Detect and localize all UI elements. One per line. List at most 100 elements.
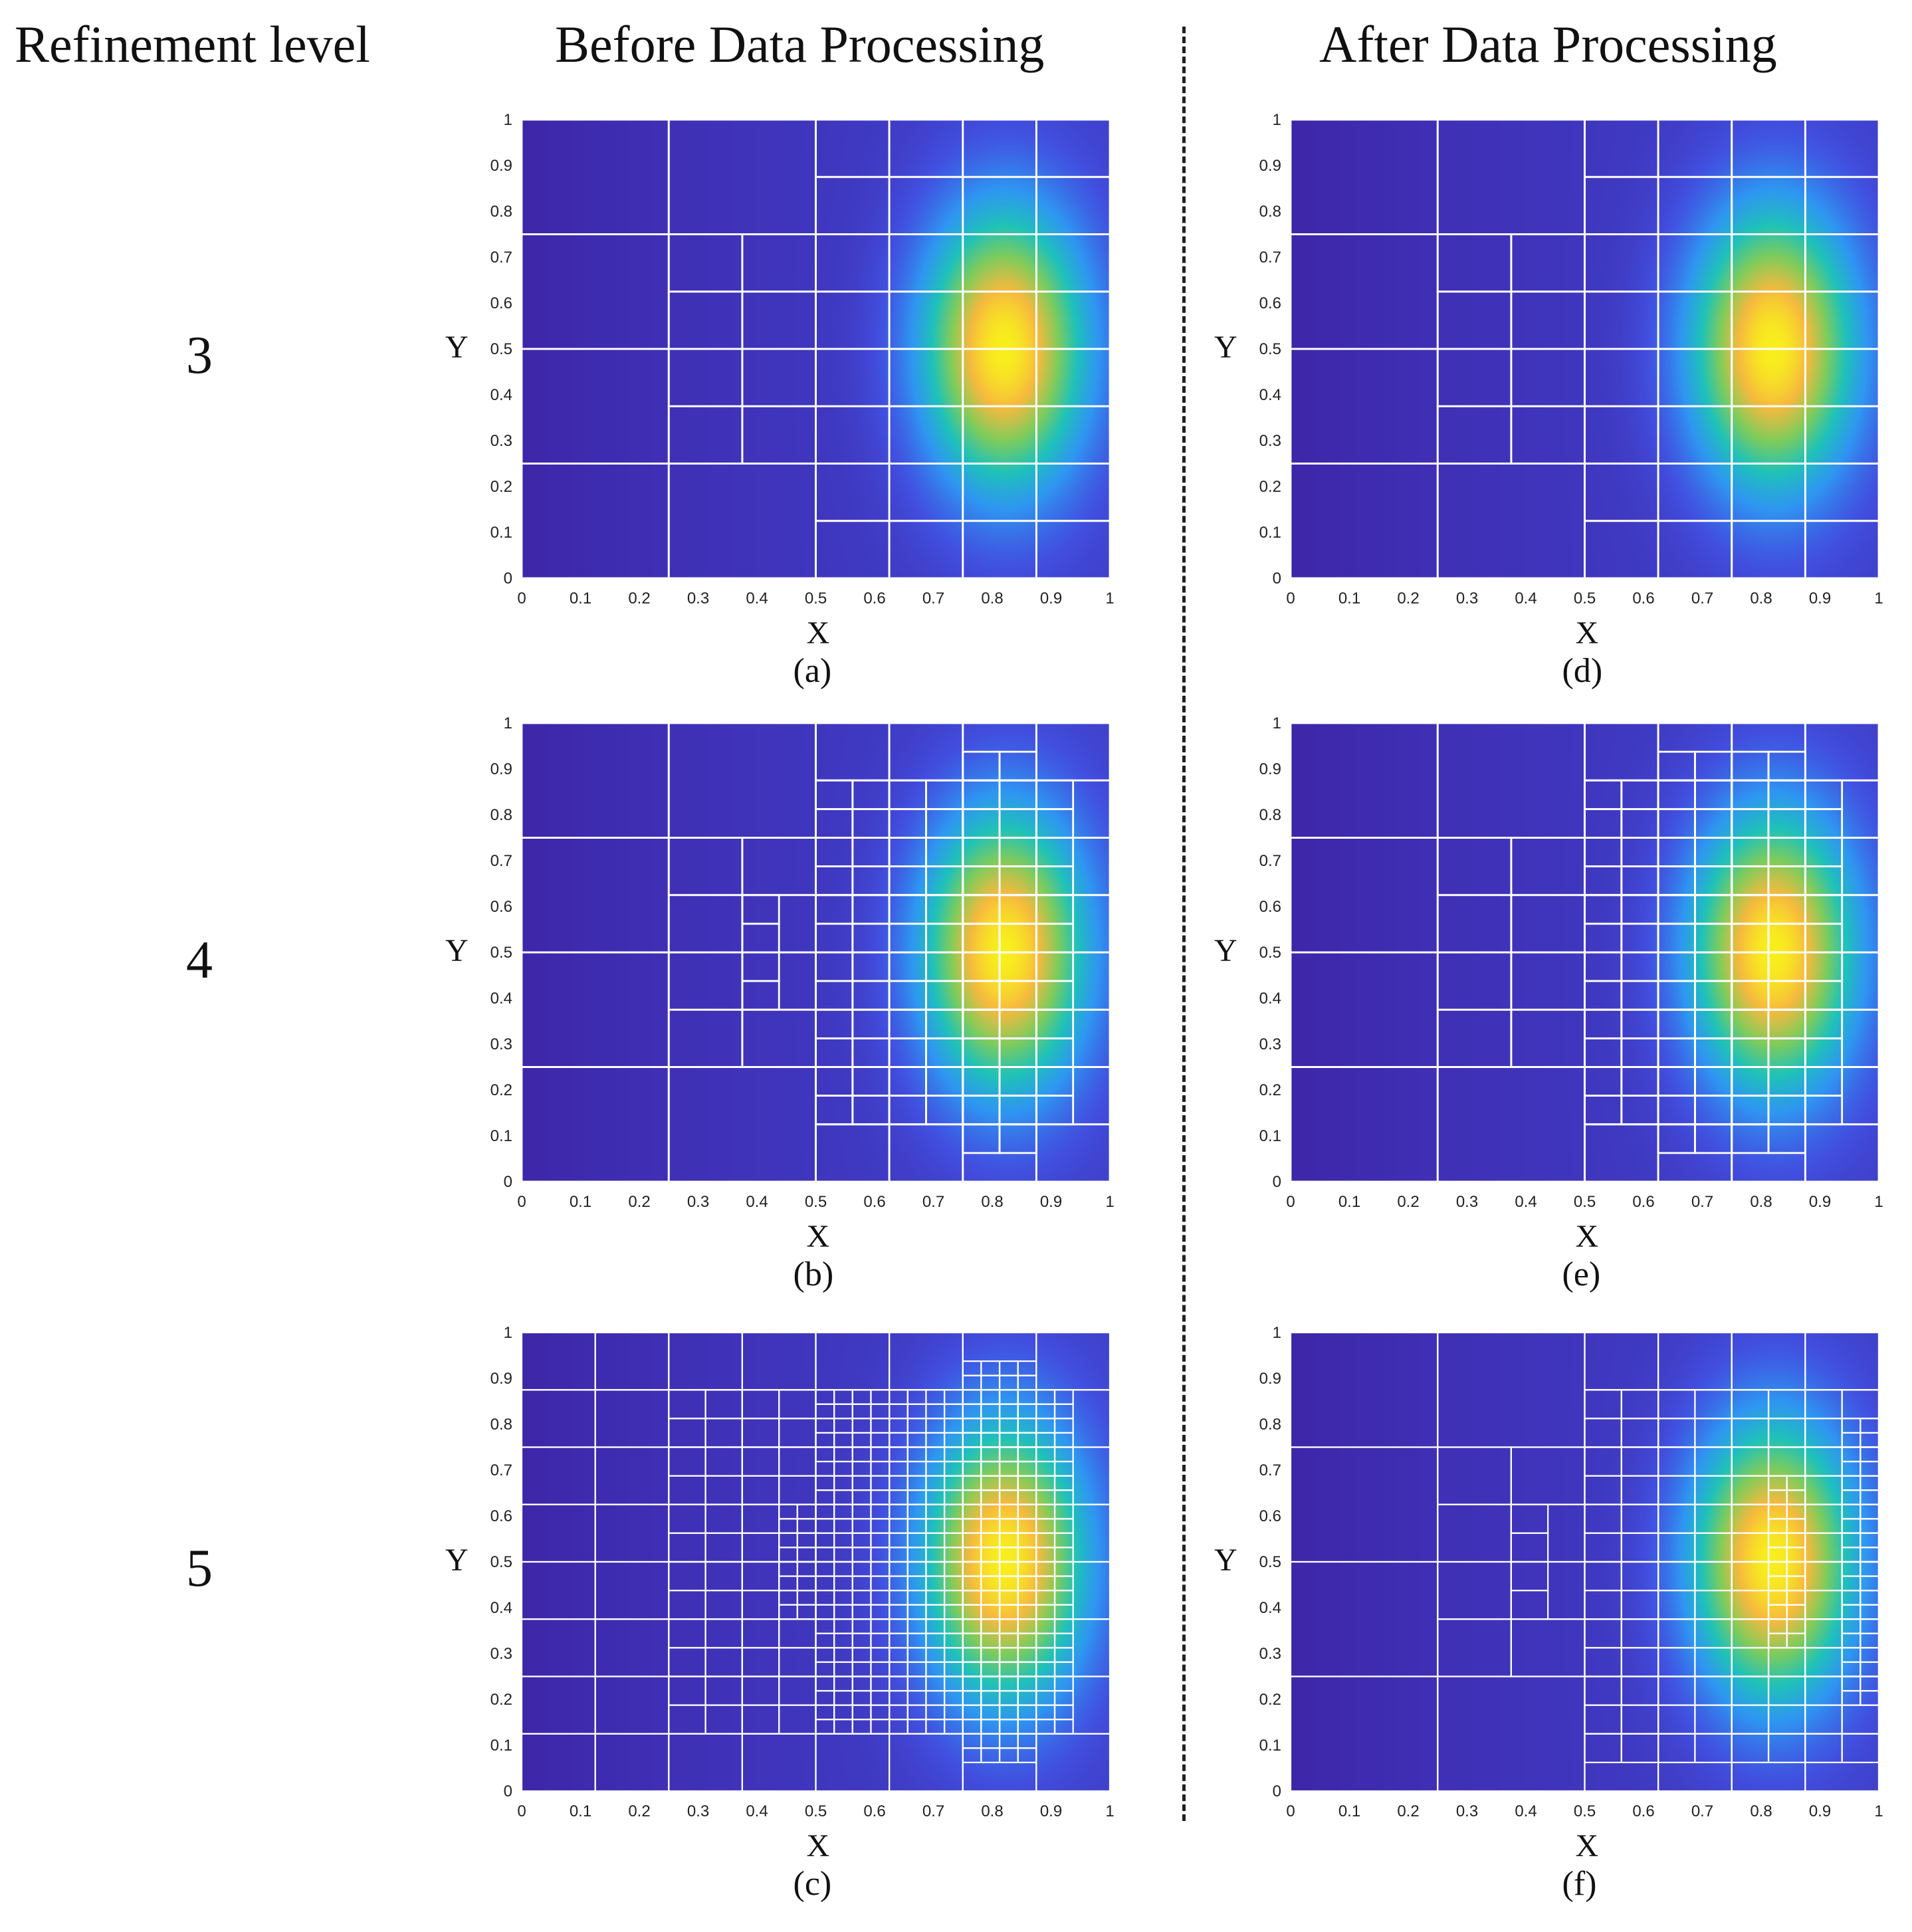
- panel-e: 0 0 0.1 0.1 0.2 0.2 0.3 0.3 0.4 0.4 0.5 0.5 0.6 0.6 0.…: [1214, 703, 1912, 1301]
- header-refinement-level: Refinement level: [15, 15, 370, 73]
- y-tick-label: 0.9: [490, 760, 512, 778]
- y-tick-label: 1: [504, 714, 512, 732]
- panel-a: 0 0 0.1 0.1 0.2 0.2 0.3 0.3 0.4 0.4 0.5 0.5 0.6 0.6 0.…: [445, 100, 1229, 698]
- y-tick-label: 0.6: [490, 294, 512, 312]
- x-axis-label: X: [806, 1828, 830, 1864]
- x-tick-label: 0.9: [1809, 590, 1831, 607]
- header-after-processing: After Data Processing: [1319, 15, 1777, 73]
- y-axis-label: Y: [1214, 330, 1237, 365]
- row-label-level-5: 5: [186, 1539, 213, 1598]
- y-tick-label: 0: [504, 1173, 512, 1191]
- y-tick-label: 0.9: [490, 1370, 512, 1388]
- x-tick-label: 0.5: [1574, 1802, 1596, 1820]
- x-tick-label: 0.9: [1040, 1802, 1062, 1820]
- x-tick-label: 0.4: [1515, 1193, 1537, 1211]
- x-tick-label: 1: [1105, 1802, 1114, 1820]
- y-axis-label: Y: [1214, 1543, 1237, 1578]
- x-tick-label: 0.2: [1397, 590, 1419, 607]
- panel-f: 0 0 0.1 0.1 0.2 0.2 0.3 0.3 0.4 0.4 0.5 0.5 0.6 0.6 0.…: [1214, 1313, 1912, 1911]
- y-tick-label: 0.8: [1259, 1416, 1281, 1434]
- x-tick-label: 0.1: [1338, 1193, 1360, 1211]
- x-axis-label: X: [806, 615, 830, 651]
- x-tick-label: 1: [1874, 1802, 1883, 1820]
- panel-d: 0 0 0.1 0.1 0.2 0.2 0.3 0.3 0.4 0.4 0.5 0.5 0.6 0.6 0.…: [1214, 100, 1912, 698]
- column-divider: [1182, 27, 1186, 1821]
- x-tick-label: 0: [517, 1802, 526, 1820]
- x-tick-label: 0.4: [746, 1802, 768, 1820]
- panel-caption: (e): [1562, 1255, 1601, 1293]
- x-tick-label: 0.7: [922, 1802, 944, 1820]
- mesh-grid: [1289, 722, 1880, 1183]
- y-tick-label: 0.6: [490, 898, 512, 916]
- x-tick-label: 0: [1286, 1802, 1295, 1820]
- y-tick-label: 0.1: [490, 1127, 512, 1145]
- x-tick-label: 0.5: [1574, 590, 1596, 607]
- x-tick-label: 0.6: [863, 590, 885, 607]
- y-tick-label: 0.6: [1259, 1507, 1281, 1525]
- y-axis-label: Y: [1214, 933, 1237, 968]
- panel-b: 0 0 0.1 0.1 0.2 0.2 0.3 0.3 0.4 0.4 0.5 0.5 0.6 0.6 0.…: [445, 703, 1229, 1301]
- y-tick-label: 1: [1273, 714, 1281, 732]
- x-tick-label: 0.3: [687, 590, 709, 607]
- y-tick-label: 0.3: [1259, 432, 1281, 450]
- y-tick-label: 0.4: [490, 1599, 512, 1617]
- x-tick-label: 0: [1286, 590, 1295, 607]
- mesh-cell: [998, 750, 1037, 782]
- y-tick-label: 0.6: [1259, 898, 1281, 916]
- x-tick-label: 0.3: [687, 1802, 709, 1820]
- mesh-cell: [1859, 1418, 1880, 1434]
- y-tick-label: 0.8: [1259, 203, 1281, 221]
- y-tick-label: 0.2: [490, 1691, 512, 1709]
- x-tick-label: 0.7: [1691, 1193, 1713, 1211]
- y-tick-label: 0: [1273, 1782, 1281, 1800]
- x-tick-label: 0.5: [805, 1802, 827, 1820]
- y-tick-label: 0.9: [1259, 1370, 1281, 1388]
- y-tick-label: 0: [1273, 1173, 1281, 1191]
- x-tick-label: 0.6: [1632, 1802, 1654, 1820]
- y-tick-label: 0.9: [1259, 157, 1281, 175]
- x-tick-label: 0.6: [863, 1193, 885, 1211]
- x-tick-label: 0.9: [1809, 1193, 1831, 1211]
- x-tick-label: 0.3: [687, 1193, 709, 1211]
- y-tick-label: 0.8: [490, 203, 512, 221]
- x-tick-label: 0: [517, 1193, 526, 1211]
- x-tick-label: 0.5: [1574, 1193, 1596, 1211]
- y-tick-label: 0.8: [490, 1416, 512, 1434]
- y-tick-label: 1: [504, 1324, 512, 1342]
- y-tick-label: 1: [1273, 111, 1281, 129]
- y-tick-label: 0.7: [490, 852, 512, 870]
- y-tick-label: 0.5: [490, 944, 512, 962]
- x-tick-label: 0.8: [1750, 590, 1772, 607]
- x-tick-label: 0.1: [1338, 590, 1360, 607]
- y-tick-label: 0: [1273, 570, 1281, 588]
- y-tick-label: 0.3: [490, 1035, 512, 1053]
- x-tick-label: 0.4: [746, 1193, 768, 1211]
- y-tick-label: 0.7: [490, 249, 512, 267]
- mesh-cell: [1767, 750, 1806, 782]
- x-tick-label: 1: [1874, 590, 1883, 607]
- x-tick-label: 0.6: [1632, 590, 1654, 607]
- mesh-grid: [1289, 118, 1880, 580]
- y-tick-label: 0.8: [1259, 806, 1281, 824]
- y-tick-label: 0.9: [1259, 760, 1281, 778]
- heatmap-plot: 00 0.1 0.1 0.2 0.2 0.3 0.3 0.4 0.4 0.5 0.5 0.6 0.6 0.…: [1259, 1324, 1883, 1820]
- x-tick-label: 0.4: [746, 590, 768, 607]
- y-tick-label: 0.6: [490, 1507, 512, 1525]
- x-tick-label: 0: [517, 590, 526, 607]
- x-tick-label: 0.8: [1750, 1802, 1772, 1820]
- panel-caption: (b): [793, 1255, 834, 1293]
- x-tick-label: 0.5: [805, 1193, 827, 1211]
- x-tick-label: 1: [1105, 590, 1114, 607]
- y-tick-label: 0.5: [490, 340, 512, 358]
- y-tick-label: 0: [504, 1782, 512, 1800]
- x-tick-label: 0.7: [1691, 1802, 1713, 1820]
- x-tick-label: 0.9: [1040, 1193, 1062, 1211]
- x-axis-label: X: [1575, 1828, 1599, 1864]
- heatmap-plot: 00 0.1 0.1 0.2 0.2 0.3 0.3 0.4 0.4 0.5 0.5 0.6 0.6 0.…: [490, 1324, 1115, 1820]
- mesh-cell: [1804, 118, 1880, 178]
- x-axis-label: X: [1575, 1219, 1599, 1254]
- y-tick-label: 0.5: [490, 1553, 512, 1571]
- x-tick-label: 0.2: [628, 1802, 650, 1820]
- y-tick-label: 0.7: [1259, 1461, 1281, 1479]
- panel-caption: (d): [1562, 652, 1603, 690]
